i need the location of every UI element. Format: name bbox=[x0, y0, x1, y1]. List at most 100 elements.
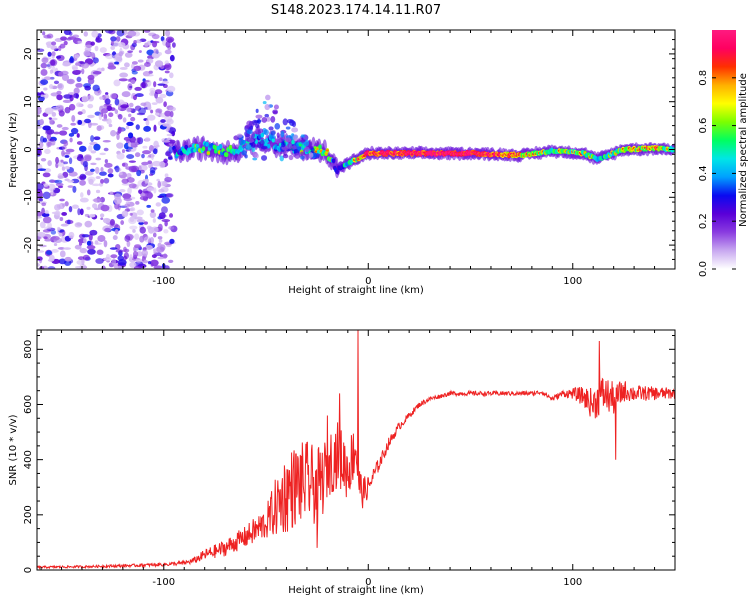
spectrogram-noise-cell bbox=[87, 145, 93, 152]
spectrogram-xtick-label: -100 bbox=[152, 276, 175, 287]
spectrogram-noise-cell bbox=[125, 125, 130, 130]
spectrogram-noise-cell bbox=[149, 236, 155, 244]
spectrogram-ridge-cell bbox=[335, 169, 339, 175]
spectrogram-noise-cell bbox=[87, 248, 96, 255]
spectrogram-noise-cell bbox=[41, 202, 47, 207]
spectrogram-noise-cell bbox=[110, 254, 118, 259]
spectrogram-disturbance-cell bbox=[236, 133, 243, 138]
spectrogram-noise-cell bbox=[74, 69, 82, 73]
spectrogram-noise-cell bbox=[110, 40, 114, 46]
spectrogram-noise-cell bbox=[74, 54, 80, 59]
spectrogram-noise-cell bbox=[40, 157, 47, 162]
spectrogram-disturbance-cell bbox=[257, 118, 261, 125]
spectrogram-ridge-cell bbox=[173, 148, 178, 154]
spectrogram-noise-cell bbox=[110, 129, 117, 137]
spectrogram-noise-cell bbox=[149, 211, 157, 219]
spectrogram-noise-cell bbox=[39, 265, 45, 269]
spectrogram-noise-cell bbox=[37, 92, 41, 96]
spectrogram-noise-cell bbox=[76, 76, 82, 83]
spectrogram-noise-cell bbox=[168, 106, 176, 112]
spectrogram-noise-cell bbox=[134, 233, 140, 240]
spectrogram-noise-cell bbox=[72, 34, 80, 38]
spectrogram-noise-cell bbox=[136, 137, 141, 143]
spectrogram-noise-cell bbox=[62, 203, 66, 207]
spectrogram-noise-cell bbox=[136, 219, 145, 223]
spectrogram-disturbance-cell bbox=[264, 113, 270, 118]
spectrogram-noise-cell bbox=[163, 229, 169, 234]
spectrogram-noise-cell bbox=[126, 121, 134, 126]
spectrogram-noise-cell bbox=[42, 191, 51, 200]
spectrogram-noise-cell bbox=[142, 145, 148, 149]
spectrogram-noise-cell bbox=[46, 128, 55, 135]
spectrogram-noise-cell bbox=[168, 226, 175, 230]
spectrogram-ridge-cell bbox=[224, 152, 229, 158]
spectrogram-noise-cell bbox=[105, 53, 114, 60]
spectrogram-noise-cell bbox=[155, 108, 163, 114]
spectrogram-noise-cell bbox=[103, 177, 110, 184]
spectrogram-noise-cell bbox=[124, 235, 131, 242]
spectrogram-noise-cell bbox=[70, 122, 77, 126]
spectrogram-disturbance-cell bbox=[304, 146, 310, 153]
spectrogram-noise-cell bbox=[40, 135, 45, 144]
spectrogram-noise-cell bbox=[64, 151, 71, 155]
spectrogram-noise-cell bbox=[158, 77, 163, 82]
spectrogram-noise-cell bbox=[90, 150, 97, 154]
spectrogram-disturbance-cell bbox=[238, 138, 244, 146]
spectrogram-disturbance-cell bbox=[310, 147, 315, 154]
spectrogram-noise-cell bbox=[53, 242, 58, 247]
spectrogram-noise-cell bbox=[133, 65, 142, 72]
spectrogram-noise-cell bbox=[129, 216, 135, 223]
spectrogram-noise-cell bbox=[63, 94, 73, 99]
spectrogram-noise-cell bbox=[116, 132, 120, 141]
spectrogram-noise-cell bbox=[130, 142, 136, 147]
spectrogram-noise-cell bbox=[58, 45, 62, 52]
snr-ticks: -100 0 100 0 200 400 600 800 bbox=[23, 330, 676, 588]
spectrogram-noise-cell bbox=[71, 204, 79, 209]
spectrogram-noise-cell bbox=[48, 138, 55, 142]
spectrogram-noise-cell bbox=[47, 160, 52, 167]
spectrogram-noise-cell bbox=[87, 74, 95, 81]
spectrogram-noise-cell bbox=[38, 141, 44, 148]
spectrogram-noise-cell bbox=[155, 144, 160, 148]
spectrogram-noise-cell bbox=[97, 234, 106, 242]
spectrogram-disturbance-cell bbox=[286, 142, 293, 150]
spectrogram-noise-cell bbox=[43, 236, 48, 240]
spectrogram-noise-cell bbox=[161, 80, 169, 85]
spectrogram-noise-cell bbox=[143, 221, 148, 225]
spectrogram-noise-cell bbox=[146, 182, 153, 186]
spectrogram-noise-cell bbox=[114, 109, 119, 115]
spectrogram-noise-cell bbox=[81, 95, 89, 103]
spectrogram-disturbance-cell bbox=[270, 116, 276, 123]
spectrogram-noise-cell bbox=[71, 115, 76, 123]
spectrogram-noise-cell bbox=[129, 207, 136, 212]
spectrogram-noise-cell bbox=[84, 155, 92, 162]
spectrogram-noise-cell bbox=[37, 125, 42, 129]
spectrogram-disturbance-cell bbox=[258, 128, 264, 134]
spectrogram-noise-cell bbox=[161, 140, 171, 143]
spectrogram-noise-cell bbox=[126, 107, 131, 113]
spectrogram-noise-cell bbox=[90, 135, 95, 143]
spectrogram-noise-cell bbox=[48, 84, 54, 90]
spectrogram-noise-cell bbox=[71, 66, 79, 71]
spectrogram-noise-cell bbox=[89, 229, 98, 236]
spectrogram-noise-cell bbox=[129, 225, 138, 230]
spectrogram-noise-cell bbox=[37, 231, 46, 237]
spectrogram-ylabel: Frequency (Hz) bbox=[8, 112, 19, 188]
spectrogram-noise-cell bbox=[129, 261, 137, 269]
snr-plot-area bbox=[37, 330, 675, 570]
spectrogram-disturbance-cell bbox=[291, 121, 297, 128]
spectrogram-noise-cell bbox=[68, 231, 75, 239]
spectrogram-noise-cell bbox=[86, 240, 92, 246]
spectrogram-noise-cell bbox=[141, 153, 145, 159]
spectrogram-noise-cell bbox=[89, 122, 99, 126]
spectrogram-disturbance-cell bbox=[259, 139, 265, 147]
spectrogram-noise-cell bbox=[84, 220, 93, 228]
spectrogram-noise-cell bbox=[64, 256, 72, 262]
spectrogram-noise-cell bbox=[64, 166, 70, 170]
spectrogram-noise-cell bbox=[136, 209, 144, 216]
spectrogram-noise-cell bbox=[95, 157, 102, 161]
spectrogram-disturbance-cell bbox=[268, 126, 274, 131]
spectrogram-noise-cell bbox=[138, 221, 144, 225]
spectrogram-noise-cell bbox=[75, 62, 81, 66]
